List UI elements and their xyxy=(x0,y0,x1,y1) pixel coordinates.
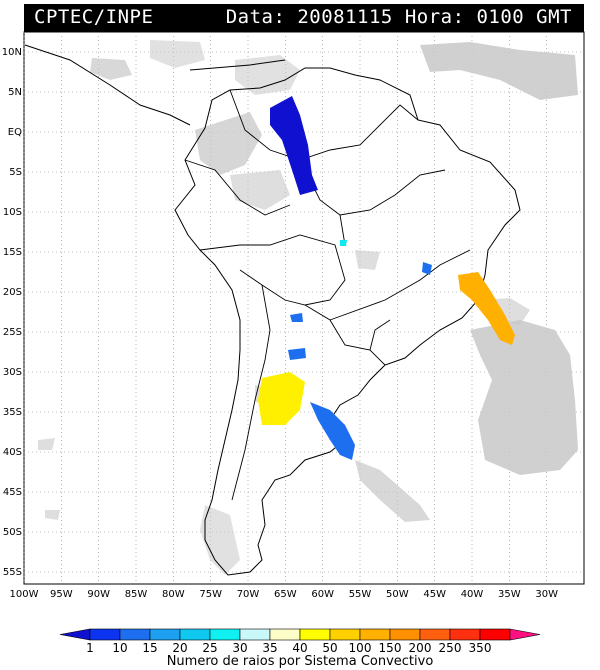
legend-tick: 100 xyxy=(349,641,372,655)
legend-swatch xyxy=(479,628,511,641)
lon-tick-label: 35W xyxy=(498,589,521,600)
cluster-15-20-b xyxy=(290,313,303,322)
legend-swatch xyxy=(179,628,211,641)
legend-swatch xyxy=(269,628,301,641)
legend-tick: 40 xyxy=(292,641,307,655)
date-value: 20081115 xyxy=(297,6,393,28)
lat-tick-label: 30S xyxy=(3,367,22,378)
hour-label: Hora: xyxy=(404,6,465,28)
legend-tick: 35 xyxy=(262,641,277,655)
legend-swatch xyxy=(239,628,271,641)
lat-tick-label: 35S xyxy=(3,407,22,418)
legend-tick: 200 xyxy=(409,641,432,655)
lon-tick-label: 30W xyxy=(535,589,558,600)
legend-swatch xyxy=(209,628,241,641)
legend-swatch xyxy=(419,628,451,641)
lat-tick-label: 10S xyxy=(3,207,22,218)
legend-tick-labels: 1 10 15 20 25 30 35 40 50 100 150 200 250 350 xyxy=(86,641,491,655)
lat-tick-label: 20S xyxy=(3,287,22,298)
lat-tick-label: EQ xyxy=(8,127,22,138)
legend-tick: 10 xyxy=(112,641,127,655)
legend-tick: 50 xyxy=(322,641,337,655)
lat-tick-label: 40S xyxy=(3,447,22,458)
legend-tick: 20 xyxy=(172,641,187,655)
legend-swatch xyxy=(89,628,121,641)
legend-swatch xyxy=(389,628,421,641)
lat-tick-label: 50S xyxy=(3,527,22,538)
cluster-35-40 xyxy=(258,372,305,425)
lon-tick-label: 90W xyxy=(87,589,110,600)
legend-tick: 30 xyxy=(232,641,247,655)
caribbean-coastline xyxy=(189,59,286,71)
lat-tick-label: 55S xyxy=(3,567,22,578)
lon-tick-label: 100W xyxy=(10,589,39,600)
cluster-15-20 xyxy=(422,262,432,275)
lon-tick-label: 50W xyxy=(386,589,409,600)
legend-tick: 350 xyxy=(469,641,492,655)
cluster-25-30 xyxy=(340,240,347,246)
legend-swatch xyxy=(359,628,391,641)
legend-swatch xyxy=(509,628,541,641)
legend-caption: Numero de raios por Sistema Convectivo xyxy=(166,654,434,669)
cluster-15-20-d xyxy=(310,402,355,460)
legend-colorbar xyxy=(59,628,541,641)
agency-label: CPTEC/INPE xyxy=(34,6,154,28)
legend-swatch xyxy=(149,628,181,641)
lon-tick-label: 40W xyxy=(461,589,484,600)
lon-tick-label: 85W xyxy=(125,589,148,600)
legend-tick: 25 xyxy=(202,641,217,655)
legend-swatch xyxy=(119,628,151,641)
latitude-labels: 10N 5N EQ 5S 10S 15S 20S 25S 30S 35S 40S 45S 50S 55S xyxy=(2,47,22,578)
cluster-1-10 xyxy=(270,96,318,195)
cloud-cover xyxy=(38,40,578,575)
lat-tick-label: 5S xyxy=(9,167,22,178)
cluster-50-100 xyxy=(458,272,515,345)
lat-tick-label: 45S xyxy=(3,487,22,498)
legend-swatch xyxy=(449,628,481,641)
date-hour-label: Data: 20081115 Hora: 0100 GMT xyxy=(226,6,572,28)
legend-swatch xyxy=(299,628,331,641)
central-america-coastline xyxy=(24,44,191,126)
legend-tick: 250 xyxy=(439,641,462,655)
legend-swatch xyxy=(59,628,91,641)
lon-tick-label: 60W xyxy=(311,589,334,600)
lon-tick-label: 75W xyxy=(199,589,222,600)
date-label: Data: xyxy=(225,6,286,28)
lon-tick-label: 55W xyxy=(349,589,372,600)
lat-tick-label: 25S xyxy=(3,327,22,338)
convective-systems xyxy=(258,96,515,460)
longitude-labels: 100W 95W 90W 85W 80W 75W 70W 65W 60W 55W 50W 45W 40W… xyxy=(10,589,559,600)
hour-value: 0100 GMT xyxy=(476,6,572,28)
legend-tick: 150 xyxy=(379,641,402,655)
lat-tick-label: 10N xyxy=(2,47,22,58)
lat-tick-label: 15S xyxy=(3,247,22,258)
lon-tick-label: 70W xyxy=(237,589,260,600)
lon-tick-label: 65W xyxy=(274,589,297,600)
south-america-coastline xyxy=(174,67,521,576)
legend-tick: 15 xyxy=(142,641,157,655)
lat-tick-label: 5N xyxy=(8,87,22,98)
legend-swatch xyxy=(329,628,361,641)
cluster-15-20-c xyxy=(288,348,306,360)
legend-tick: 1 xyxy=(86,641,94,655)
lon-tick-label: 45W xyxy=(423,589,446,600)
lon-tick-label: 80W xyxy=(162,589,185,600)
lon-tick-label: 95W xyxy=(50,589,73,600)
title-bar: CPTEC/INPE Data: 20081115 Hora: 0100 GMT xyxy=(24,4,584,32)
